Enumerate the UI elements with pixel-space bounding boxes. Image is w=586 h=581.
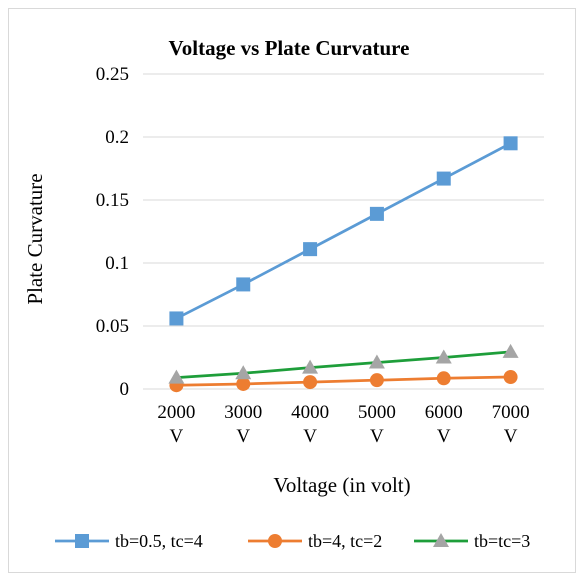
y-axis-label: Plate Curvature (23, 173, 47, 304)
data-point (303, 375, 318, 390)
x-tick-label: 2000 V (157, 402, 195, 447)
y-tick-label: 0.15 (96, 190, 129, 211)
series-3 (168, 343, 519, 384)
series-2 (169, 370, 518, 393)
x-tick-label: 6000 V (425, 402, 463, 447)
y-tick-labels: 0 0.05 0.1 0.15 0.2 0.25 (96, 64, 129, 400)
legend-marker (433, 533, 449, 547)
x-tick-labels: 2000 V 3000 V 4000 V 5000 V 6000 V 7000 V (157, 402, 529, 447)
legend: tb=0.5, tc=4 tb=4, tc=2 tb=tc=3 (55, 531, 530, 551)
x-tick-label: 3000 V (224, 402, 262, 447)
data-point (436, 171, 451, 186)
chart-title: Voltage vs Plate Curvature (169, 36, 410, 60)
data-point (436, 371, 451, 386)
y-tick-label: 0.05 (96, 316, 129, 337)
x-tick-label: 5000 V (358, 402, 396, 447)
data-point (302, 359, 319, 374)
y-tick-label: 0.2 (105, 127, 129, 148)
data-point (236, 376, 251, 391)
x-tick-label: 4000 V (291, 402, 329, 447)
series-line (175, 375, 512, 387)
legend-marker (75, 534, 89, 548)
data-point (435, 349, 452, 364)
legend-label: tb=4, tc=2 (308, 531, 382, 551)
y-tick-label: 0.1 (105, 253, 129, 274)
data-point (368, 354, 385, 369)
legend-marker (268, 534, 282, 548)
y-tick-label: 0.25 (96, 64, 129, 85)
x-axis-label: Voltage (in volt) (273, 473, 410, 497)
data-point (169, 311, 184, 326)
gridlines (143, 73, 544, 390)
series-line (175, 350, 512, 380)
data-point (503, 370, 518, 385)
data-point (303, 242, 318, 257)
legend-label: tb=0.5, tc=4 (115, 531, 203, 551)
chart-frame (8, 8, 576, 573)
data-point (369, 206, 384, 221)
data-point (235, 365, 252, 380)
series-line (175, 141, 512, 320)
legend-label: tb=tc=3 (474, 531, 530, 551)
x-tick-label: 7000 V (492, 402, 530, 447)
data-point (502, 343, 519, 358)
data-point (503, 136, 518, 151)
data-point (369, 373, 384, 388)
data-point (236, 277, 251, 292)
series-layer (168, 136, 519, 393)
y-tick-label: 0 (120, 379, 130, 400)
data-point (168, 369, 185, 384)
series-1 (169, 136, 518, 326)
